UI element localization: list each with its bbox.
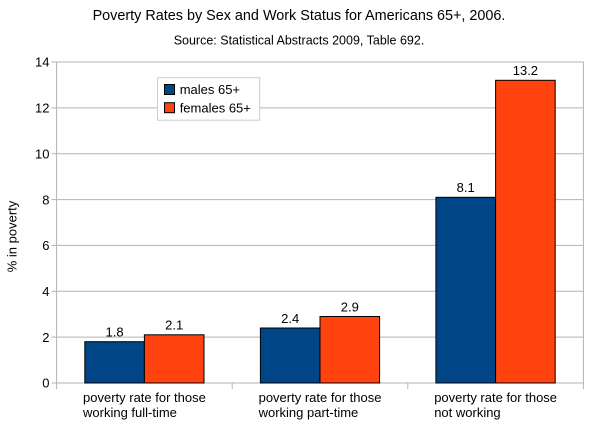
svg-text:Source: Statistical Abstracts: Source: Statistical Abstracts 2009, Tabl… xyxy=(174,33,425,47)
svg-text:not working: not working xyxy=(434,405,500,420)
svg-text:2: 2 xyxy=(42,330,49,345)
svg-text:2.1: 2.1 xyxy=(165,318,183,333)
svg-text:2.9: 2.9 xyxy=(341,299,359,314)
svg-text:1.8: 1.8 xyxy=(106,325,124,340)
svg-text:12: 12 xyxy=(35,101,49,116)
svg-text:8.1: 8.1 xyxy=(457,180,475,195)
svg-text:4: 4 xyxy=(42,284,49,299)
svg-text:poverty rate for those: poverty rate for those xyxy=(83,390,206,405)
svg-text:6: 6 xyxy=(42,238,49,253)
svg-text:10: 10 xyxy=(35,146,49,161)
svg-text:Poverty Rates by Sex and Work: Poverty Rates by Sex and Work Status for… xyxy=(93,8,506,24)
svg-text:13.2: 13.2 xyxy=(513,63,538,78)
svg-text:working full-time: working full-time xyxy=(82,405,177,420)
svg-text:females 65+: females 65+ xyxy=(180,100,251,115)
svg-text:poverty rate for those: poverty rate for those xyxy=(434,390,557,405)
svg-text:2.4: 2.4 xyxy=(281,311,299,326)
svg-text:8: 8 xyxy=(42,192,49,207)
svg-text:working part-time: working part-time xyxy=(258,405,359,420)
svg-text:14: 14 xyxy=(35,55,49,70)
svg-text:0: 0 xyxy=(42,376,49,391)
svg-text:poverty rate for those: poverty rate for those xyxy=(259,390,382,405)
svg-text:males 65+: males 65+ xyxy=(180,82,240,97)
svg-text:% in poverty: % in poverty xyxy=(5,200,20,272)
